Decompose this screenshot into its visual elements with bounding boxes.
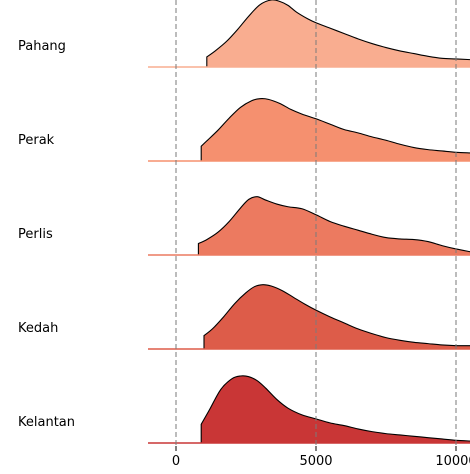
x-axis: 0 5000 10000: [172, 446, 470, 469]
ridge-outline-perlis: [197, 196, 470, 255]
ridge-area-pahang: [206, 0, 470, 67]
ridge-area-kedah: [204, 284, 470, 349]
ridge-outline-pahang: [206, 0, 470, 67]
gridlines-layer: [175, 0, 457, 446]
row-label-perak: Perak: [18, 133, 55, 148]
row-labels-layer: Pahang Perak Perlis Kedah Kelantan: [18, 39, 75, 430]
x-tick-label-5000: 5000: [299, 454, 332, 469]
ridge-area-perak: [201, 98, 470, 161]
x-tick-label-0: 0: [172, 454, 180, 469]
ridge-area-kelantan: [201, 375, 470, 443]
ridge-outline-perak: [200, 98, 470, 161]
row-label-perlis: Perlis: [18, 227, 53, 242]
x-tick-label-10000: 10000: [435, 454, 470, 469]
row-label-pahang: Pahang: [18, 39, 66, 54]
ridge-outline-kedah: [203, 284, 470, 349]
ridges-layer: [148, 0, 470, 444]
row-label-kelantan: Kelantan: [18, 415, 75, 430]
row-label-kedah: Kedah: [18, 321, 58, 336]
ridge-area-perlis: [198, 196, 470, 255]
